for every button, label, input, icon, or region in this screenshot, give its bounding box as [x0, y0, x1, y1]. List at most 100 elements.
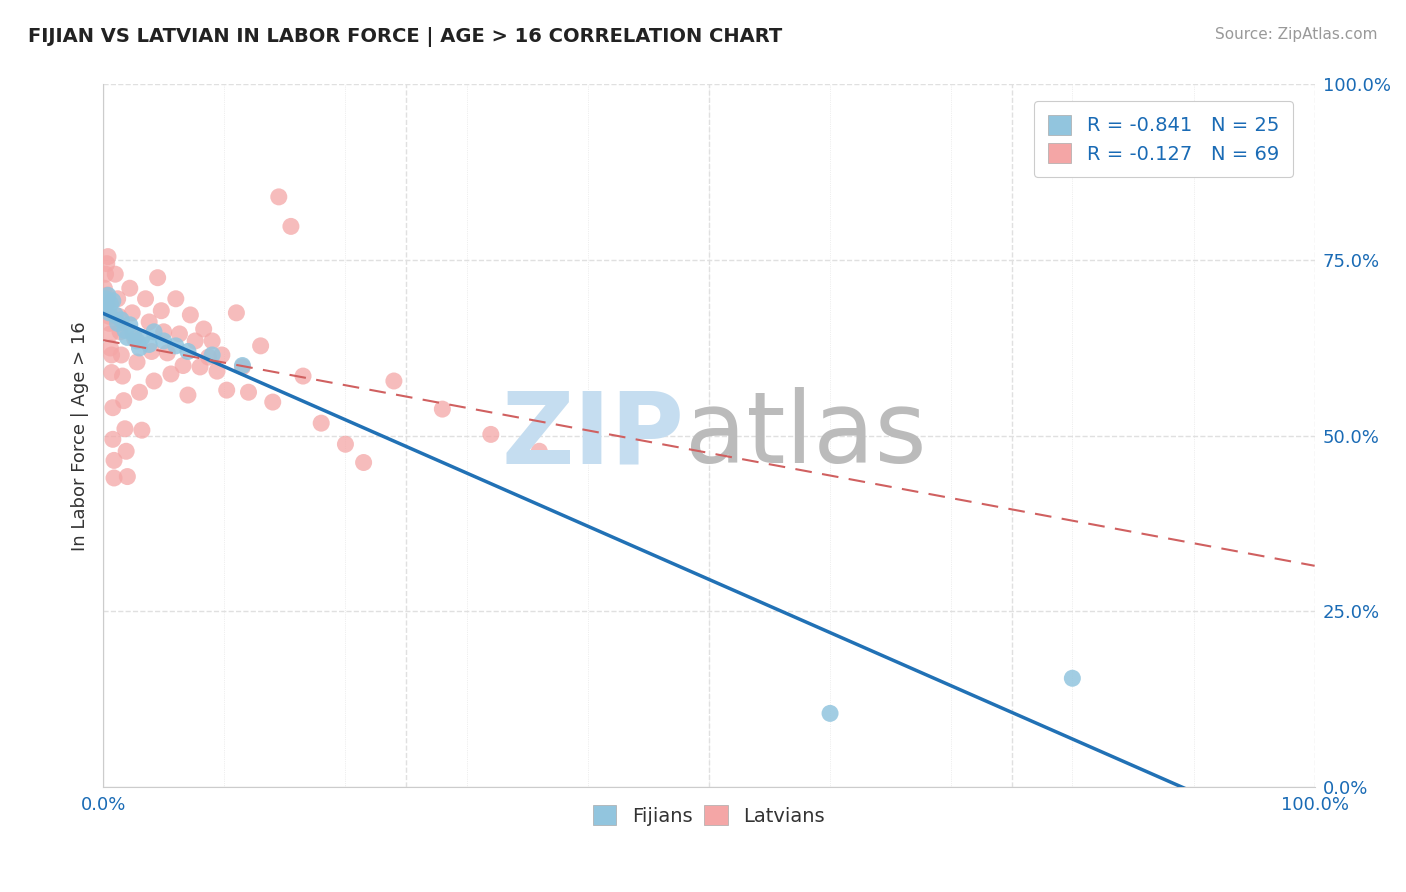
- Point: [131, 330, 153, 344]
- Point: [138, 337, 160, 351]
- Point: [108, 325, 131, 339]
- Point: [100, 348, 122, 362]
- Point: [150, 303, 173, 318]
- Point: [100, 326, 122, 341]
- Point: [125, 355, 148, 369]
- Point: [152, 334, 174, 348]
- Point: [143, 374, 166, 388]
- Point: [107, 292, 129, 306]
- Point: [117, 469, 139, 483]
- Text: atlas: atlas: [685, 387, 927, 484]
- Point: [111, 369, 134, 384]
- Point: [225, 306, 247, 320]
- Legend: Fijians, Latvians: Fijians, Latvians: [585, 797, 832, 834]
- Point: [201, 348, 224, 362]
- Point: [205, 364, 228, 378]
- Point: [201, 334, 224, 348]
- Point: [97, 288, 120, 302]
- Y-axis label: In Labor Force | Age > 16: In Labor Force | Age > 16: [72, 321, 89, 550]
- Point: [114, 323, 136, 337]
- Point: [165, 339, 187, 353]
- Point: [177, 388, 200, 402]
- Point: [529, 444, 551, 458]
- Point: [128, 341, 150, 355]
- Point: [110, 348, 132, 362]
- Point: [335, 437, 357, 451]
- Point: [179, 308, 201, 322]
- Point: [100, 296, 122, 310]
- Point: [121, 306, 143, 320]
- Point: [131, 423, 153, 437]
- Point: [118, 318, 141, 332]
- Point: [184, 334, 207, 348]
- Point: [94, 292, 117, 306]
- Point: [97, 295, 120, 310]
- Point: [382, 374, 405, 388]
- Point: [818, 706, 841, 721]
- Point: [112, 393, 135, 408]
- Point: [101, 293, 124, 308]
- Point: [128, 385, 150, 400]
- Point: [96, 257, 118, 271]
- Point: [292, 369, 315, 384]
- Point: [197, 350, 219, 364]
- Point: [262, 395, 284, 409]
- Point: [108, 310, 131, 324]
- Point: [141, 344, 163, 359]
- Point: [169, 326, 191, 341]
- Point: [110, 313, 132, 327]
- Point: [98, 306, 121, 320]
- Point: [479, 427, 502, 442]
- Point: [101, 401, 124, 415]
- Point: [353, 456, 375, 470]
- Point: [146, 270, 169, 285]
- Point: [107, 317, 129, 331]
- Point: [98, 317, 121, 331]
- Point: [98, 310, 121, 324]
- Point: [193, 322, 215, 336]
- Point: [160, 367, 183, 381]
- Text: FIJIAN VS LATVIAN IN LABOR FORCE | AGE > 16 CORRELATION CHART: FIJIAN VS LATVIAN IN LABOR FORCE | AGE >…: [28, 27, 782, 46]
- Point: [118, 281, 141, 295]
- Point: [135, 292, 157, 306]
- Point: [125, 334, 148, 348]
- Point: [280, 219, 302, 234]
- Point: [138, 315, 160, 329]
- Point: [117, 330, 139, 344]
- Point: [97, 250, 120, 264]
- Point: [249, 339, 271, 353]
- Point: [96, 299, 118, 313]
- Point: [122, 326, 145, 341]
- Point: [101, 433, 124, 447]
- Text: ZIP: ZIP: [502, 387, 685, 484]
- Point: [124, 332, 146, 346]
- Point: [103, 471, 125, 485]
- Point: [104, 308, 127, 322]
- Point: [238, 385, 260, 400]
- Point: [100, 341, 122, 355]
- Point: [165, 292, 187, 306]
- Point: [1062, 671, 1084, 685]
- Text: Source: ZipAtlas.com: Source: ZipAtlas.com: [1215, 27, 1378, 42]
- Point: [143, 325, 166, 339]
- Point: [100, 366, 122, 380]
- Point: [93, 281, 115, 295]
- Point: [94, 267, 117, 281]
- Point: [231, 359, 253, 373]
- Point: [152, 325, 174, 339]
- Point: [215, 383, 238, 397]
- Point: [177, 344, 200, 359]
- Point: [103, 453, 125, 467]
- Point: [432, 402, 454, 417]
- Point: [172, 359, 194, 373]
- Point: [96, 288, 118, 302]
- Point: [114, 422, 136, 436]
- Point: [309, 416, 332, 430]
- Point: [188, 359, 211, 374]
- Point: [104, 267, 127, 281]
- Point: [211, 348, 233, 362]
- Point: [156, 346, 179, 360]
- Point: [231, 359, 253, 374]
- Point: [115, 444, 138, 458]
- Point: [267, 190, 290, 204]
